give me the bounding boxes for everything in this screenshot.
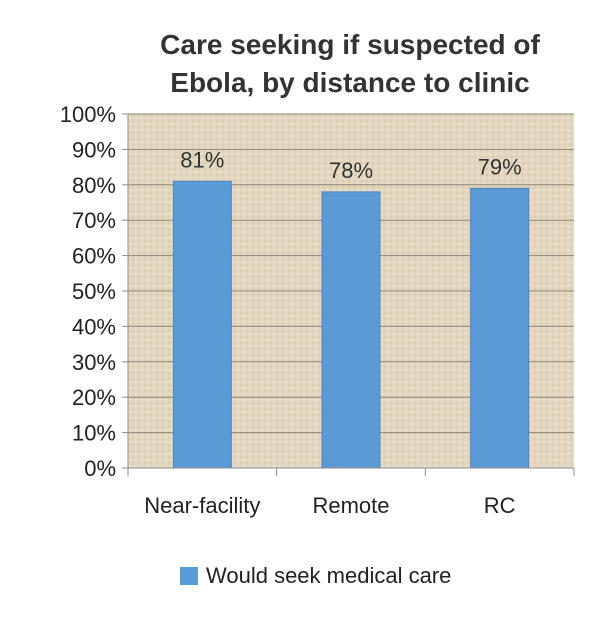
y-tick-label: 40% [72, 314, 116, 339]
bar [172, 180, 232, 469]
legend-label: Would seek medical care [206, 563, 452, 588]
bar [470, 187, 530, 469]
legend-swatch [180, 567, 198, 585]
y-tick-label: 30% [72, 350, 116, 375]
y-tick-label: 60% [72, 244, 116, 269]
y-tick-label: 100% [60, 102, 116, 127]
chart-title-line-2: Ebola, by distance to clinic [170, 67, 530, 98]
data-label: 79% [478, 154, 522, 179]
y-tick-label: 0% [84, 456, 116, 481]
data-label: 78% [329, 158, 373, 183]
x-tick-label: Remote [312, 493, 389, 518]
data-label: 81% [180, 147, 224, 172]
y-tick-label: 70% [72, 208, 116, 233]
legend: Would seek medical care [180, 563, 451, 589]
chart-title-line-1: Care seeking if suspected of [160, 29, 540, 60]
bar [321, 191, 381, 469]
y-tick-label: 20% [72, 385, 116, 410]
y-tick-label: 50% [72, 279, 116, 304]
chart-title: Care seeking if suspected of Ebola, by d… [100, 26, 596, 102]
y-tick-label: 80% [72, 173, 116, 198]
x-tick-label: RC [484, 493, 516, 518]
y-tick-label: 90% [72, 137, 116, 162]
y-tick-label: 10% [72, 421, 116, 446]
x-tick-label: Near-facility [144, 493, 260, 518]
